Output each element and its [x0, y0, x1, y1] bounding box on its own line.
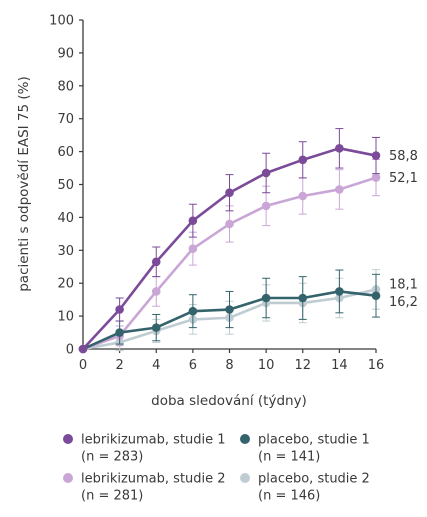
legend-item: placebo, studie 1 (n = 141): [240, 433, 370, 465]
legend-sample-size: (n = 283): [81, 450, 143, 465]
data-point: [151, 323, 161, 332]
data-point: [151, 287, 161, 296]
end-value-label: 58,8: [389, 149, 418, 164]
series-3: [78, 269, 381, 354]
data-point: [115, 305, 124, 314]
x-tick-label: 10: [258, 358, 275, 373]
x-tick-label: 0: [79, 358, 87, 373]
legend-label: placebo, studie 1: [258, 433, 370, 448]
y-axis-title: pacienti s odpovědí EASI 75 (%): [16, 76, 32, 292]
data-point: [261, 201, 271, 211]
y-tick-label: 10: [57, 310, 74, 325]
data-point: [225, 305, 234, 314]
legend-sample-size: (n = 146): [258, 489, 320, 504]
end-value-label: 16,2: [389, 295, 418, 310]
y-tick-label: 60: [57, 145, 74, 160]
data-point: [371, 173, 381, 182]
data-point: [225, 219, 234, 229]
y-tick-label: 20: [57, 277, 74, 292]
legend-item: lebrikizumab, studie 1 (n = 283): [63, 433, 226, 465]
legend-swatch: [240, 434, 250, 444]
legend-swatch: [63, 473, 73, 483]
data-point: [225, 188, 234, 198]
data-point: [78, 344, 88, 354]
end-value-label: 18,1: [389, 277, 418, 292]
y-tick-label: 100: [49, 14, 74, 29]
y-axis-ticks: 0 10 20 30 40 50 60 70 80 90 100: [49, 14, 83, 358]
data-point: [188, 244, 198, 253]
data-point: [188, 306, 198, 316]
series-1: [78, 128, 381, 354]
legend-item: placebo, studie 2 (n = 146): [240, 472, 370, 504]
legend-label: placebo, studie 2: [258, 472, 370, 487]
y-tick-label: 70: [57, 112, 74, 127]
data-point: [335, 185, 344, 194]
legend-sample-size: (n = 141): [258, 450, 320, 465]
data-point: [151, 257, 161, 267]
data-point: [188, 216, 198, 225]
end-labels: 58,8 52,1 18,1 16,2: [389, 149, 418, 310]
data-point: [115, 328, 124, 337]
data-point: [335, 287, 344, 296]
x-tick-label: 16: [368, 358, 385, 373]
x-tick-label: 4: [152, 358, 160, 373]
legend-swatch: [240, 473, 250, 483]
x-axis-ticks: 0 2 4 6 8 10 12 14 16: [79, 349, 384, 373]
y-tick-label: 80: [57, 79, 74, 94]
legend: lebrikizumab, studie 1 (n = 283) placebo, …: [63, 433, 370, 504]
legend-label: lebrikizumab, studie 2: [81, 472, 226, 487]
legend-swatch: [63, 434, 73, 444]
x-tick-label: 12: [294, 358, 311, 373]
data-point: [298, 191, 308, 201]
y-tick-label: 50: [57, 178, 74, 193]
y-tick-label: 40: [57, 211, 74, 226]
legend-label: lebrikizumab, studie 1: [81, 433, 226, 448]
data-point: [371, 291, 381, 301]
x-tick-label: 8: [225, 358, 233, 373]
data-point: [261, 293, 271, 303]
data-point: [298, 155, 308, 165]
x-tick-label: 2: [115, 358, 123, 373]
y-tick-label: 90: [57, 46, 74, 61]
data-point: [371, 151, 381, 160]
y-tick-label: 0: [66, 343, 74, 358]
data-point: [261, 168, 271, 178]
x-tick-label: 14: [331, 358, 348, 373]
data-point: [298, 293, 308, 303]
y-tick-label: 30: [57, 244, 74, 259]
legend-item: lebrikizumab, studie 2 (n = 281): [63, 472, 226, 504]
data-point: [335, 144, 344, 153]
x-tick-label: 6: [189, 358, 197, 373]
x-axis-title: doba sledování (týdny): [151, 393, 307, 409]
end-value-label: 52,1: [389, 171, 418, 186]
legend-sample-size: (n = 281): [81, 489, 143, 504]
series-layer: [78, 128, 381, 354]
